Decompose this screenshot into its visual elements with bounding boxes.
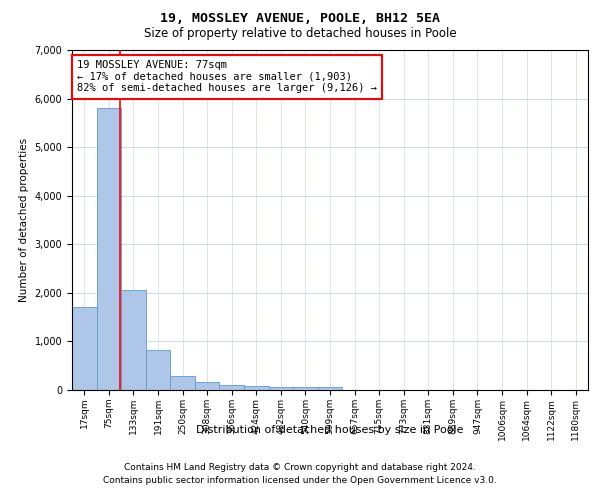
Text: 19, MOSSLEY AVENUE, POOLE, BH12 5EA: 19, MOSSLEY AVENUE, POOLE, BH12 5EA: [160, 12, 440, 26]
Text: Contains public sector information licensed under the Open Government Licence v3: Contains public sector information licen…: [103, 476, 497, 485]
Bar: [195, 382, 220, 390]
Bar: [244, 386, 269, 390]
Bar: [170, 376, 195, 390]
Bar: [318, 388, 342, 390]
Bar: [269, 387, 293, 390]
Bar: [293, 388, 318, 390]
Bar: [121, 290, 146, 390]
Text: Distribution of detached houses by size in Poole: Distribution of detached houses by size …: [196, 425, 464, 435]
Bar: [72, 308, 97, 390]
Text: 19 MOSSLEY AVENUE: 77sqm
← 17% of detached houses are smaller (1,903)
82% of sem: 19 MOSSLEY AVENUE: 77sqm ← 17% of detach…: [77, 60, 377, 94]
Bar: [220, 384, 244, 390]
Bar: [146, 350, 170, 390]
Bar: [97, 108, 121, 390]
Text: Size of property relative to detached houses in Poole: Size of property relative to detached ho…: [143, 28, 457, 40]
Y-axis label: Number of detached properties: Number of detached properties: [19, 138, 29, 302]
Text: Contains HM Land Registry data © Crown copyright and database right 2024.: Contains HM Land Registry data © Crown c…: [124, 464, 476, 472]
